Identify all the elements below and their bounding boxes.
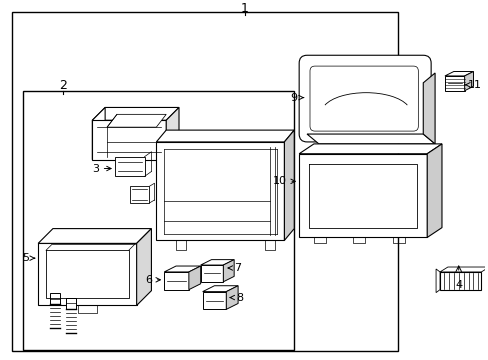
Text: 6: 6 <box>144 275 160 285</box>
Polygon shape <box>202 292 226 309</box>
Polygon shape <box>156 130 294 142</box>
Text: 11: 11 <box>464 80 481 90</box>
Text: 5: 5 <box>22 253 35 263</box>
Polygon shape <box>115 157 144 176</box>
Polygon shape <box>156 142 284 240</box>
Text: 9: 9 <box>290 93 303 103</box>
Polygon shape <box>444 72 472 76</box>
Polygon shape <box>306 134 434 144</box>
Polygon shape <box>435 269 439 293</box>
Polygon shape <box>299 154 427 238</box>
Polygon shape <box>92 120 166 159</box>
Polygon shape <box>107 114 166 127</box>
Polygon shape <box>200 260 234 265</box>
Text: 4: 4 <box>454 280 461 290</box>
Polygon shape <box>164 272 188 290</box>
Polygon shape <box>464 72 472 91</box>
Polygon shape <box>299 144 441 154</box>
Text: 7: 7 <box>228 263 241 273</box>
Polygon shape <box>92 107 105 159</box>
Polygon shape <box>50 293 60 305</box>
Text: 10: 10 <box>272 176 295 186</box>
Polygon shape <box>166 107 179 159</box>
Polygon shape <box>38 243 136 305</box>
Polygon shape <box>226 286 238 309</box>
Polygon shape <box>223 260 234 282</box>
Text: 2: 2 <box>59 79 66 92</box>
Polygon shape <box>200 265 223 282</box>
Polygon shape <box>439 272 480 290</box>
Text: 3: 3 <box>92 163 111 174</box>
Polygon shape <box>38 229 151 243</box>
Polygon shape <box>65 298 76 309</box>
Polygon shape <box>92 107 179 120</box>
Polygon shape <box>444 76 464 91</box>
Polygon shape <box>136 229 151 305</box>
Text: 8: 8 <box>230 293 243 302</box>
Bar <box>12 12 397 351</box>
Polygon shape <box>439 267 488 272</box>
Text: 1: 1 <box>241 3 248 15</box>
Polygon shape <box>164 266 200 272</box>
Polygon shape <box>423 73 434 144</box>
Polygon shape <box>284 130 294 240</box>
Polygon shape <box>427 144 441 238</box>
Bar <box>23 91 294 350</box>
Polygon shape <box>202 286 238 292</box>
FancyBboxPatch shape <box>299 55 430 142</box>
Polygon shape <box>129 186 149 203</box>
Polygon shape <box>188 266 200 290</box>
